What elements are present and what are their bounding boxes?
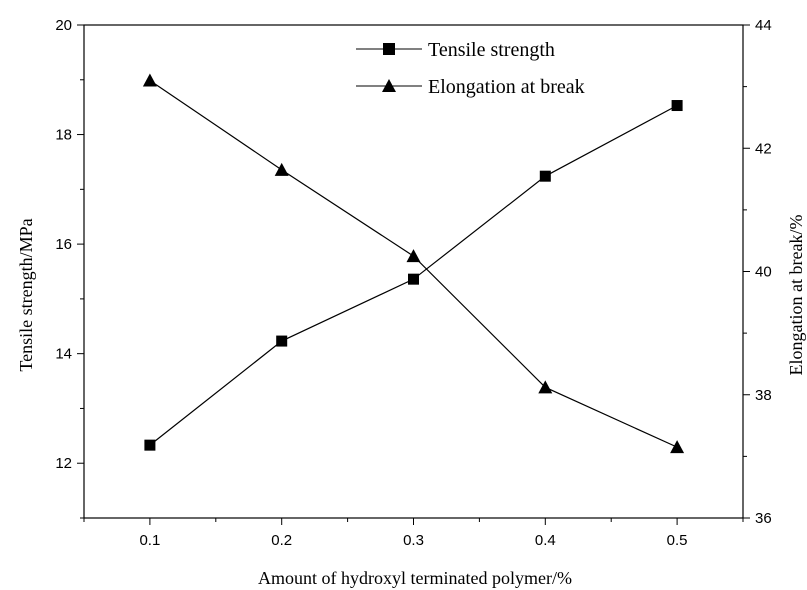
plot-frame [83, 24, 744, 519]
x-axis-title: Amount of hydroxyl terminated polymer/% [258, 568, 572, 588]
point-elongation-at-break [670, 440, 685, 454]
left-y-axis-title: Tensile strength/MPa [16, 218, 36, 371]
right-y-tick-label: 36 [755, 510, 772, 527]
point-tensile-strength [144, 439, 156, 451]
legend: Tensile strength Elongation at break [356, 39, 585, 98]
point-elongation-at-break [142, 73, 157, 87]
series-lines-group [149, 79, 678, 448]
axes-group: 0.1 0.2 0.3 0.4 0.5 12 14 16 18 20 36 38 40 42 44 [55, 17, 771, 549]
right-y-tick-label: 44 [755, 17, 772, 34]
legend-label-elongation-at-break: Elongation at break [428, 76, 585, 98]
x-tick-label: 0.3 [403, 532, 424, 549]
x-tick-label: 0.4 [535, 532, 556, 549]
point-elongation-at-break [406, 249, 421, 263]
point-tensile-strength [276, 335, 288, 347]
series-line-elongation-at-break [149, 79, 678, 448]
legend-label-tensile-strength: Tensile strength [428, 39, 555, 61]
left-y-tick-label: 12 [55, 455, 72, 472]
left-y-tick-label: 14 [55, 346, 72, 363]
x-tick-label: 0.1 [139, 532, 160, 549]
point-tensile-strength [539, 170, 551, 182]
right-y-tick-label: 40 [755, 264, 772, 281]
point-tensile-strength [671, 100, 683, 112]
right-y-tick-label: 42 [755, 140, 772, 157]
point-elongation-at-break [538, 380, 553, 394]
right-y-axis-title: Elongation at break/% [786, 215, 806, 376]
left-y-tick-label: 18 [55, 127, 72, 144]
left-y-tick-label: 16 [55, 236, 72, 253]
point-elongation-at-break [274, 162, 289, 176]
point-tensile-strength [408, 273, 419, 285]
x-tick-label: 0.5 [667, 532, 688, 549]
x-tick-label: 0.2 [271, 532, 292, 549]
left-y-tick-label: 20 [55, 17, 72, 34]
markers-group [142, 73, 685, 454]
legend-marker-elongation-at-break [382, 79, 396, 92]
right-y-tick-label: 38 [755, 387, 772, 404]
legend-marker-tensile-strength [383, 43, 395, 55]
